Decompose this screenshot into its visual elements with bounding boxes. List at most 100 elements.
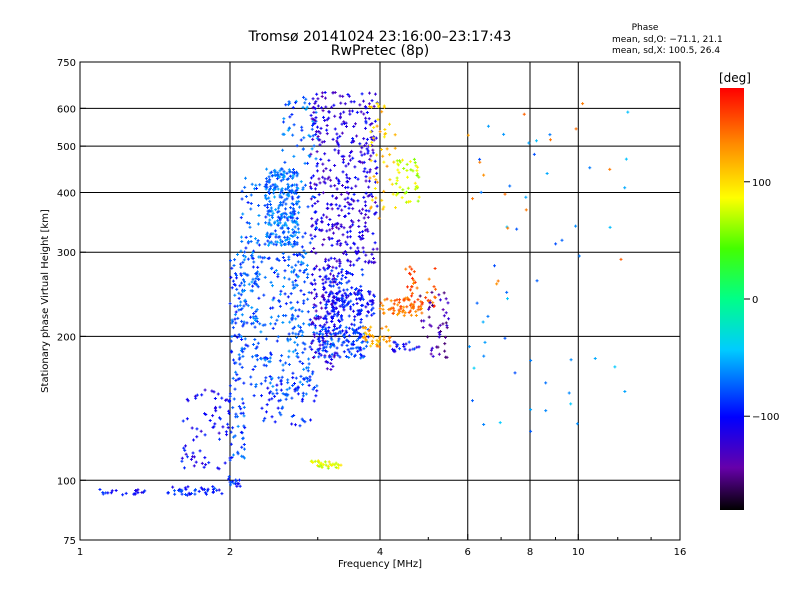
data-point (226, 422, 230, 426)
data-point (283, 160, 287, 164)
data-point (366, 303, 370, 307)
data-point (342, 110, 346, 114)
data-point (301, 419, 305, 423)
data-point (407, 310, 411, 314)
data-point (320, 95, 324, 99)
data-point (368, 170, 372, 174)
data-point (344, 325, 348, 329)
data-point (367, 259, 371, 263)
data-point (486, 124, 490, 128)
data-point (327, 158, 331, 162)
data-point (314, 394, 318, 398)
data-point (266, 203, 270, 207)
data-point (505, 290, 509, 294)
data-point (374, 196, 378, 200)
data-point (314, 132, 318, 136)
data-point (338, 264, 342, 268)
data-point (332, 325, 336, 329)
data-point (402, 297, 406, 301)
data-point (321, 343, 325, 347)
data-point (367, 179, 371, 183)
y-tick-label: 500 (57, 142, 76, 153)
data-point (548, 133, 552, 137)
data-point (351, 223, 355, 227)
data-point (300, 309, 304, 313)
data-point (382, 311, 386, 315)
data-point (393, 350, 397, 354)
data-point (412, 157, 416, 161)
data-point (237, 296, 241, 300)
data-point (498, 421, 502, 425)
data-point (295, 336, 299, 340)
data-point (401, 158, 405, 162)
data-point (370, 313, 374, 317)
data-point (338, 134, 342, 138)
data-point (323, 323, 327, 327)
data-point (211, 414, 215, 418)
data-point (202, 487, 206, 491)
y-tick-label: 100 (57, 476, 76, 487)
data-point (231, 358, 235, 362)
data-point (372, 312, 376, 316)
data-point (244, 255, 248, 259)
data-point (302, 95, 306, 99)
data-point (333, 353, 337, 357)
data-point (264, 364, 268, 368)
data-point (341, 340, 345, 344)
data-point (286, 295, 290, 299)
data-point (373, 200, 377, 204)
data-point (241, 350, 245, 354)
data-point (314, 304, 318, 308)
data-point (367, 310, 371, 314)
data-point (370, 105, 374, 109)
data-point (298, 424, 302, 428)
data-point (398, 310, 402, 314)
data-point (362, 99, 366, 103)
data-point (229, 430, 233, 434)
data-point (252, 249, 256, 253)
data-point (214, 405, 218, 409)
data-point (315, 218, 319, 222)
data-point (263, 204, 267, 208)
data-point (437, 335, 441, 339)
data-point (330, 207, 334, 211)
data-point (284, 103, 288, 107)
data-point (243, 250, 247, 254)
data-point (229, 339, 233, 343)
data-point (377, 345, 381, 349)
data-point (522, 112, 526, 116)
data-point (311, 339, 315, 343)
data-point (314, 130, 318, 134)
data-point (351, 220, 355, 224)
data-point (332, 231, 336, 235)
y-tick-label: 75 (63, 536, 76, 547)
data-point (326, 312, 330, 316)
data-point (309, 233, 313, 237)
data-point (339, 112, 343, 116)
data-point (295, 242, 299, 246)
data-point (233, 304, 237, 308)
data-point (372, 174, 376, 178)
data-point (358, 325, 362, 329)
data-point (335, 282, 339, 286)
data-point (395, 176, 399, 180)
data-point (260, 260, 264, 264)
x-tick-label: 10 (572, 547, 585, 558)
data-point (269, 170, 273, 174)
data-point (313, 282, 317, 286)
data-point (291, 197, 295, 201)
data-point (337, 290, 341, 294)
data-point (326, 464, 330, 468)
data-point (365, 314, 369, 318)
data-point (288, 170, 292, 174)
data-point (347, 162, 351, 166)
data-point (310, 147, 314, 151)
data-point (273, 322, 277, 326)
data-point (268, 356, 272, 360)
data-point (276, 210, 280, 214)
data-point (257, 213, 261, 217)
data-point (320, 106, 324, 110)
data-point (299, 289, 303, 293)
data-point (274, 268, 278, 272)
data-point (276, 240, 280, 244)
